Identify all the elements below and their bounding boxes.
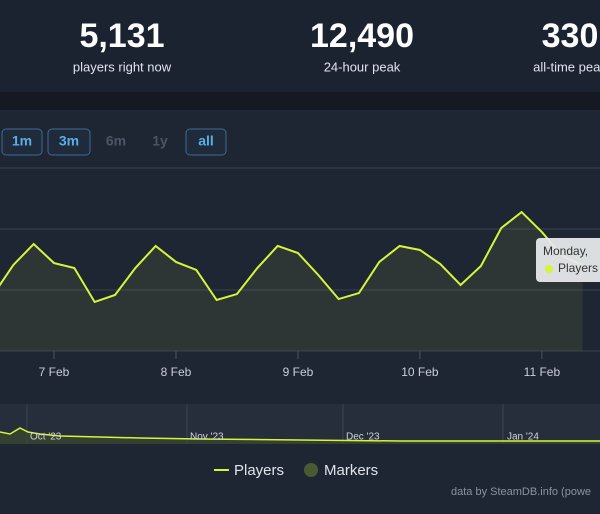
legend-marker[interactable] [304, 463, 318, 477]
navigator-lines [0, 404, 600, 444]
stat-label: 24-hour peak [324, 59, 401, 74]
stats-bar [0, 0, 600, 92]
navigator-label: Oct '23 [30, 432, 62, 443]
x-tick-label: 8 Feb [161, 365, 192, 379]
separator [0, 92, 600, 110]
stat-value: 5,131 [79, 17, 164, 55]
tooltip-series: Players [558, 261, 598, 275]
range-label[interactable]: 1m [12, 133, 32, 149]
navigator-label: Dec '23 [346, 432, 380, 443]
navigator-label: Nov '23 [190, 432, 224, 443]
range-button[interactable] [185, 128, 227, 156]
stat-value: 12,490 [310, 17, 414, 55]
x-tick-label: 11 Feb [524, 365, 561, 379]
stat-label: all-time peak [533, 59, 600, 74]
range-label[interactable]: 6m [106, 133, 126, 149]
stat-value: 330 [542, 17, 599, 55]
x-tick-label: 9 Feb [283, 365, 314, 379]
range-label[interactable]: 3m [59, 133, 79, 149]
navigator-label: Jan '24 [507, 432, 539, 443]
legend-label[interactable]: Players [234, 462, 284, 479]
credit: data by SteamDB.info (powe [451, 486, 591, 498]
range-button[interactable] [1, 128, 43, 156]
range-label[interactable]: all [198, 133, 214, 149]
stat-label: players right now [73, 59, 172, 74]
tooltip-dot [545, 265, 553, 273]
x-tick-label: 10 Feb [401, 365, 439, 379]
tooltip-title: Monday, [543, 244, 588, 258]
range-button[interactable] [47, 128, 91, 156]
area [0, 212, 583, 351]
range-label[interactable]: 1y [152, 133, 168, 149]
line [0, 210, 583, 304]
legend-label[interactable]: Markers [324, 462, 378, 479]
x-tick-label: 7 Feb [39, 365, 70, 379]
